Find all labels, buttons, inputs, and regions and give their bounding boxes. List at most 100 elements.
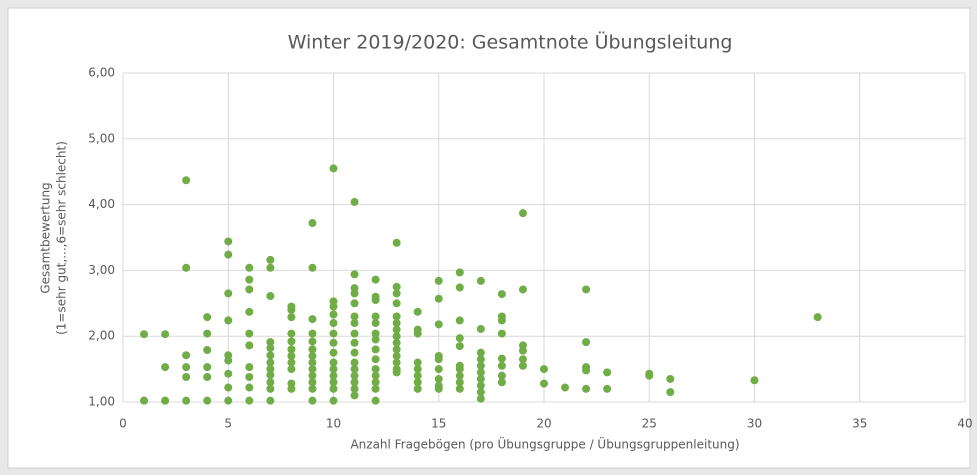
x-tick-label: 20 <box>536 417 551 431</box>
point <box>392 332 401 341</box>
point <box>476 276 485 285</box>
point <box>476 355 485 364</box>
point <box>392 358 401 367</box>
point <box>603 368 612 377</box>
point <box>245 383 254 392</box>
point <box>182 176 191 185</box>
point <box>203 313 212 322</box>
point <box>308 384 317 393</box>
x-tick-label: 25 <box>642 417 657 431</box>
point <box>497 354 506 363</box>
point <box>329 310 338 319</box>
point <box>350 338 359 347</box>
point <box>645 371 654 380</box>
point <box>392 319 401 328</box>
point <box>224 316 233 325</box>
point <box>392 289 401 298</box>
point <box>392 312 401 321</box>
point <box>308 263 317 272</box>
point <box>455 378 464 387</box>
point <box>245 275 254 284</box>
point <box>455 365 464 374</box>
y-axis-title: Gesamtbewertung <box>39 182 53 293</box>
point <box>182 263 191 272</box>
point <box>308 315 317 324</box>
point <box>497 290 506 299</box>
point <box>497 329 506 338</box>
y-tick-label: 3,00 <box>88 263 115 277</box>
point <box>371 355 380 364</box>
point <box>476 324 485 333</box>
point <box>245 329 254 338</box>
x-tick-label: 0 <box>119 417 127 431</box>
point <box>329 348 338 357</box>
point <box>476 394 485 403</box>
point <box>350 391 359 400</box>
point <box>350 384 359 393</box>
point <box>392 368 401 377</box>
point <box>392 299 401 308</box>
point <box>329 338 338 347</box>
point <box>371 312 380 321</box>
point <box>455 342 464 351</box>
point <box>371 345 380 354</box>
point <box>266 351 275 360</box>
point <box>434 294 443 303</box>
y-axis-title: (1=sehr gut,...,6=sehr schlecht) <box>55 141 69 335</box>
point <box>371 371 380 380</box>
x-tick-label: 35 <box>852 417 867 431</box>
point <box>813 313 822 322</box>
point <box>750 376 759 385</box>
point <box>308 351 317 360</box>
point <box>224 237 233 246</box>
point <box>392 338 401 347</box>
point <box>308 329 317 338</box>
point <box>350 329 359 338</box>
point <box>540 365 548 374</box>
point <box>161 330 170 339</box>
point <box>455 384 464 393</box>
point <box>224 250 233 259</box>
point <box>497 316 506 325</box>
y-tick-label: 5,00 <box>88 131 115 145</box>
point <box>350 270 359 279</box>
point <box>308 371 317 380</box>
point <box>203 396 212 405</box>
point <box>392 282 401 291</box>
point <box>203 363 212 372</box>
point <box>497 371 506 380</box>
point <box>329 164 338 173</box>
point <box>350 312 359 321</box>
point <box>224 383 233 392</box>
point <box>350 319 359 328</box>
point <box>182 372 191 381</box>
point <box>245 263 254 272</box>
point <box>266 396 275 405</box>
point <box>266 344 275 353</box>
point <box>497 378 506 387</box>
point <box>392 345 401 354</box>
point <box>434 365 443 374</box>
point <box>350 197 359 206</box>
x-axis-title: Anzahl Fragebögen (pro Übungsgruppe / Üb… <box>350 436 739 452</box>
point <box>266 378 275 387</box>
point <box>434 374 443 383</box>
point <box>413 307 422 316</box>
point <box>161 396 170 405</box>
point <box>350 348 359 357</box>
point <box>287 345 296 354</box>
point <box>371 275 380 284</box>
point <box>266 292 275 301</box>
point <box>266 255 275 264</box>
point <box>371 384 380 393</box>
point <box>413 371 422 380</box>
point <box>161 363 170 372</box>
point <box>413 358 422 367</box>
point <box>266 358 275 367</box>
point <box>287 384 296 393</box>
point <box>413 384 422 393</box>
point <box>518 285 527 294</box>
point <box>392 325 401 334</box>
point <box>518 346 527 355</box>
